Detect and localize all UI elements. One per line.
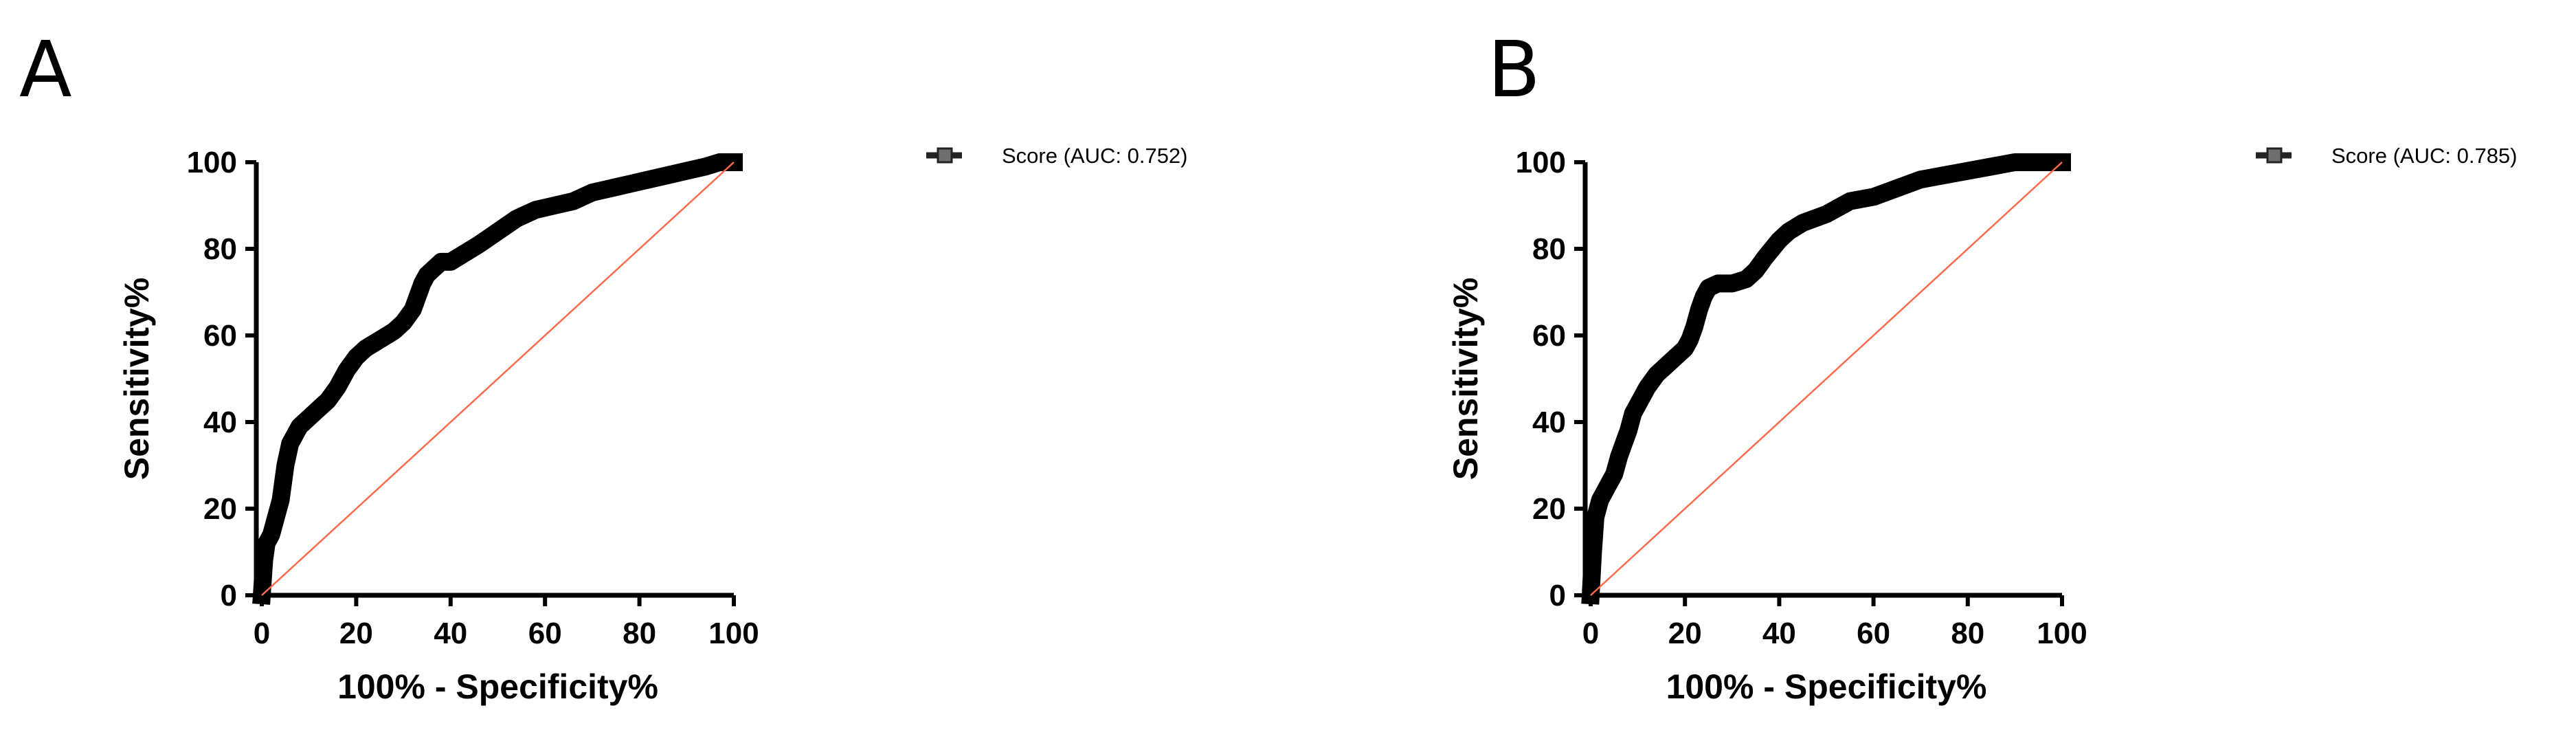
y-tick-label: 60 (203, 319, 237, 353)
legend: Score (AUC: 0.785) (2256, 144, 2518, 168)
y-tick-label: 0 (1549, 579, 1566, 612)
y-tick-label: 40 (1532, 406, 1566, 439)
reference-diagonal (1590, 162, 2063, 596)
x-tick-label: 60 (528, 617, 562, 650)
x-tick-label: 80 (1951, 617, 1984, 650)
legend-label: Score (AUC: 0.752) (1002, 144, 1188, 168)
y-tick-label: 20 (1532, 492, 1566, 526)
y-tick-label: 80 (203, 232, 237, 266)
reference-diagonal (261, 162, 735, 596)
x-axis-title: 100% - Specificity% (337, 667, 658, 706)
x-tick-label: 80 (623, 617, 656, 650)
panel-letter: B (1488, 25, 1541, 115)
roc-curve-score (252, 153, 743, 605)
legend-label: Score (AUC: 0.785) (2331, 144, 2518, 168)
x-tick-label: 20 (339, 617, 373, 650)
x-tick-label: 40 (1762, 617, 1796, 650)
legend-marker (937, 147, 953, 164)
y-tick-label: 60 (1532, 319, 1566, 353)
y-axis-title: Sensitivity% (1446, 278, 1485, 480)
x-tick-label: 0 (254, 617, 270, 650)
y-tick-label: 40 (203, 406, 237, 439)
roc-curve-score (1581, 153, 2071, 605)
roc-panel-a: A 0 20 40 60 80 100 0 20 40 60 80 100 100% - Specific… (19, 25, 1188, 706)
panel-letter: A (19, 25, 72, 115)
x-axis-title: 100% - Specificity% (1666, 667, 1987, 706)
x-tick-label: 20 (1668, 617, 1702, 650)
x-tick-label: 60 (1857, 617, 1890, 650)
x-tick-label: 100 (708, 617, 759, 650)
x-tick-label: 40 (434, 617, 467, 650)
y-tick-label: 100 (187, 146, 237, 179)
x-tick-label: 100 (2037, 617, 2087, 650)
legend: Score (AUC: 0.752) (926, 144, 1188, 168)
y-tick-label: 100 (1516, 146, 1566, 179)
y-tick-label: 80 (1532, 232, 1566, 266)
y-tick-label: 20 (203, 492, 237, 526)
y-axis-title: Sensitivity% (117, 278, 156, 480)
legend-marker (2266, 147, 2283, 164)
roc-panel-b: B 0 20 40 60 80 100 0 20 40 60 80 100 100% - Specific… (1446, 25, 2518, 706)
y-tick-label: 0 (221, 579, 237, 612)
x-tick-label: 0 (1582, 617, 1599, 650)
